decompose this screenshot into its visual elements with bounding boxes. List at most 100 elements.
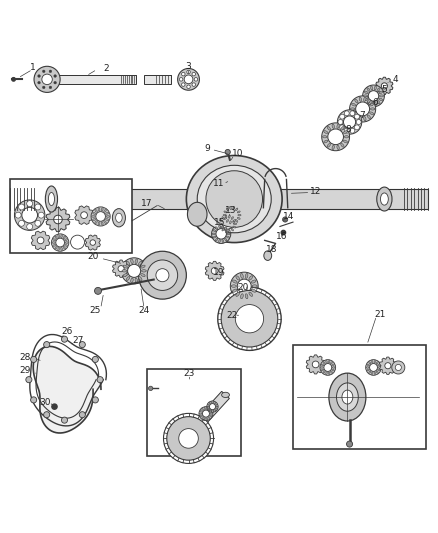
Ellipse shape	[367, 99, 371, 103]
Ellipse shape	[216, 406, 218, 407]
Ellipse shape	[364, 98, 368, 101]
Circle shape	[392, 361, 405, 374]
Circle shape	[26, 377, 32, 383]
Ellipse shape	[332, 145, 334, 150]
Ellipse shape	[377, 100, 380, 104]
Ellipse shape	[371, 86, 373, 90]
Ellipse shape	[233, 220, 236, 222]
Circle shape	[192, 72, 195, 76]
Ellipse shape	[231, 285, 237, 287]
Ellipse shape	[53, 239, 56, 241]
Ellipse shape	[364, 95, 367, 97]
Ellipse shape	[104, 209, 106, 212]
Ellipse shape	[332, 124, 334, 128]
Circle shape	[192, 83, 195, 86]
Ellipse shape	[106, 219, 109, 221]
Circle shape	[54, 75, 57, 77]
Ellipse shape	[342, 390, 353, 404]
Ellipse shape	[106, 212, 109, 214]
Ellipse shape	[131, 259, 133, 264]
Ellipse shape	[207, 406, 209, 407]
Ellipse shape	[226, 236, 230, 238]
Ellipse shape	[213, 410, 214, 412]
Ellipse shape	[233, 289, 237, 292]
Text: 7: 7	[359, 111, 364, 120]
Circle shape	[91, 207, 110, 226]
Text: 21: 21	[374, 310, 386, 319]
Circle shape	[346, 441, 353, 447]
Ellipse shape	[326, 372, 327, 375]
Ellipse shape	[226, 220, 229, 222]
Ellipse shape	[376, 371, 378, 373]
Ellipse shape	[222, 392, 230, 398]
Circle shape	[14, 200, 45, 230]
Ellipse shape	[141, 265, 145, 268]
Ellipse shape	[376, 362, 378, 364]
Ellipse shape	[374, 360, 375, 363]
Ellipse shape	[379, 98, 383, 101]
Ellipse shape	[131, 278, 133, 282]
Circle shape	[340, 125, 345, 130]
Ellipse shape	[126, 261, 130, 265]
Ellipse shape	[116, 213, 122, 222]
Circle shape	[179, 429, 198, 448]
Circle shape	[79, 342, 85, 348]
Circle shape	[343, 116, 356, 128]
Ellipse shape	[222, 217, 224, 220]
Circle shape	[350, 96, 376, 122]
Bar	[10, 180, 132, 254]
Circle shape	[38, 212, 44, 218]
Circle shape	[42, 70, 45, 72]
Ellipse shape	[236, 276, 240, 280]
Ellipse shape	[343, 131, 347, 133]
Ellipse shape	[324, 140, 328, 143]
Ellipse shape	[92, 219, 96, 221]
Ellipse shape	[364, 91, 368, 94]
Ellipse shape	[219, 223, 222, 224]
Text: 23: 23	[184, 369, 195, 377]
Text: 16: 16	[276, 231, 288, 240]
Circle shape	[156, 269, 169, 282]
Circle shape	[344, 111, 349, 116]
Ellipse shape	[251, 280, 256, 283]
Ellipse shape	[332, 364, 335, 366]
Polygon shape	[85, 235, 100, 250]
Ellipse shape	[233, 223, 237, 224]
Circle shape	[328, 129, 343, 144]
Circle shape	[350, 111, 355, 116]
Ellipse shape	[264, 251, 272, 261]
Circle shape	[283, 217, 288, 222]
Ellipse shape	[332, 369, 335, 371]
Ellipse shape	[371, 108, 375, 110]
Ellipse shape	[321, 364, 324, 366]
Circle shape	[81, 212, 88, 219]
Circle shape	[216, 229, 226, 239]
Circle shape	[49, 86, 52, 88]
Circle shape	[356, 119, 361, 124]
Circle shape	[54, 82, 57, 84]
Ellipse shape	[212, 233, 215, 235]
Circle shape	[37, 237, 44, 244]
Ellipse shape	[367, 369, 370, 371]
Text: 9: 9	[205, 143, 210, 152]
Ellipse shape	[222, 239, 224, 243]
Text: 19: 19	[213, 268, 225, 277]
Ellipse shape	[374, 86, 376, 90]
Ellipse shape	[55, 236, 57, 239]
Ellipse shape	[226, 230, 230, 232]
Circle shape	[95, 287, 102, 294]
Ellipse shape	[231, 228, 233, 231]
Ellipse shape	[251, 289, 256, 292]
Polygon shape	[144, 75, 171, 84]
Circle shape	[92, 357, 99, 362]
Ellipse shape	[367, 100, 370, 104]
Polygon shape	[273, 189, 428, 208]
Circle shape	[27, 200, 33, 207]
Ellipse shape	[249, 276, 253, 280]
Circle shape	[61, 417, 67, 423]
Ellipse shape	[327, 126, 331, 130]
Ellipse shape	[222, 225, 224, 228]
Circle shape	[235, 304, 264, 333]
Circle shape	[230, 272, 258, 300]
Circle shape	[79, 411, 85, 418]
